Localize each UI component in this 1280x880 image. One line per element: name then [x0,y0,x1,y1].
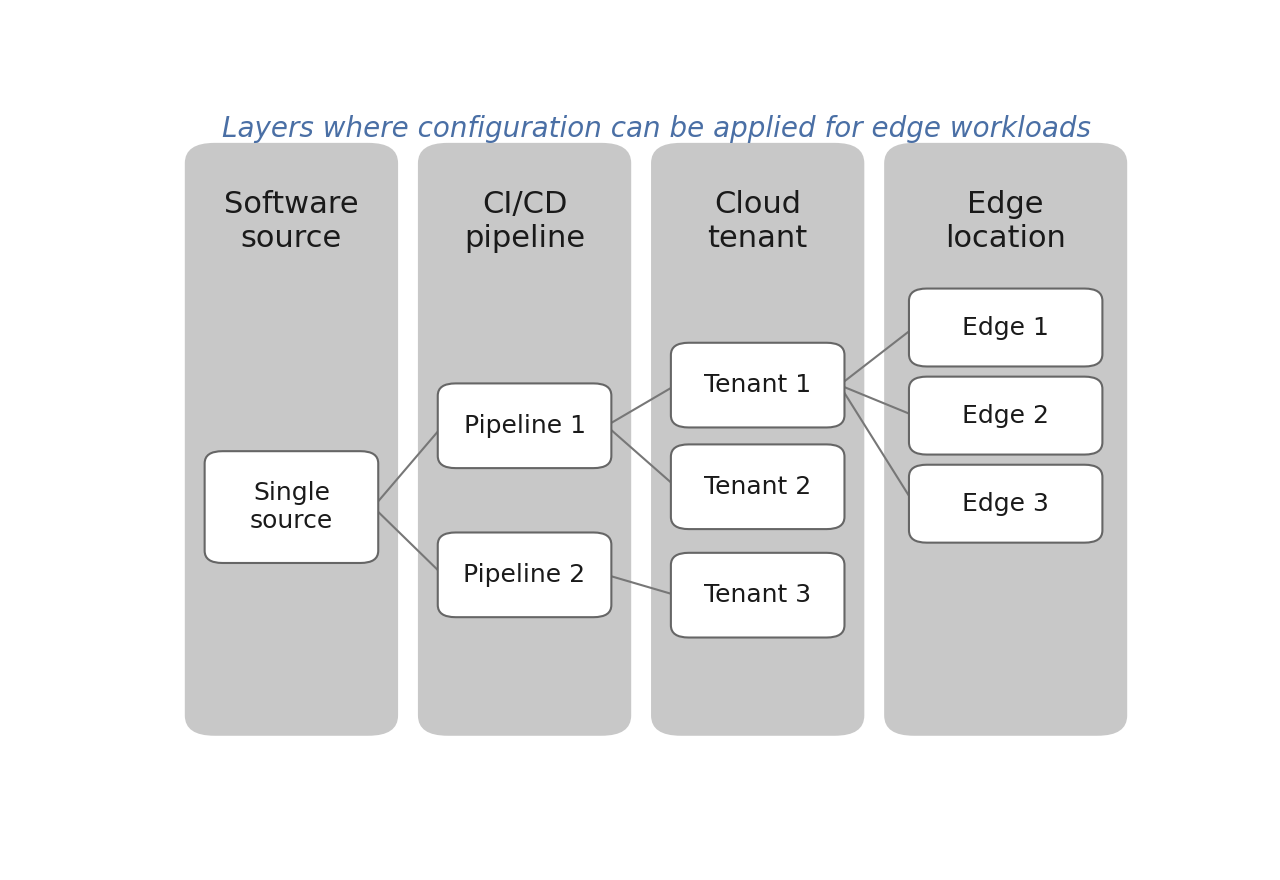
FancyBboxPatch shape [671,444,845,529]
Text: Cloud
tenant: Cloud tenant [708,190,808,253]
Text: Software
source: Software source [224,190,358,253]
Text: Edge 2: Edge 2 [963,404,1050,428]
Text: Tenant 2: Tenant 2 [704,474,812,499]
FancyBboxPatch shape [671,553,845,637]
Text: Edge 3: Edge 3 [963,492,1050,516]
Text: Edge 1: Edge 1 [963,316,1050,340]
Text: CI/CD
pipeline: CI/CD pipeline [463,190,585,253]
FancyBboxPatch shape [205,451,379,563]
FancyBboxPatch shape [671,342,845,428]
Text: Tenant 1: Tenant 1 [704,373,812,397]
Text: Pipeline 2: Pipeline 2 [463,563,586,587]
FancyBboxPatch shape [909,465,1102,543]
FancyBboxPatch shape [909,377,1102,455]
Text: Pipeline 1: Pipeline 1 [463,414,585,437]
FancyBboxPatch shape [417,143,631,736]
Text: Edge
location: Edge location [945,190,1066,253]
FancyBboxPatch shape [652,143,864,736]
Text: Single
source: Single source [250,481,333,533]
FancyBboxPatch shape [438,532,612,617]
FancyBboxPatch shape [438,384,612,468]
FancyBboxPatch shape [909,289,1102,366]
FancyBboxPatch shape [884,143,1128,736]
Text: Layers where configuration can be applied for edge workloads: Layers where configuration can be applie… [221,115,1091,143]
FancyBboxPatch shape [184,143,398,736]
Text: Tenant 3: Tenant 3 [704,583,812,607]
